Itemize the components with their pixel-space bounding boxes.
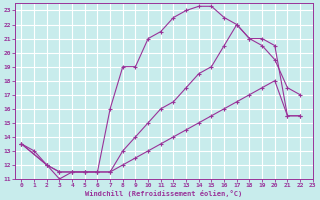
X-axis label: Windchill (Refroidissement éolien,°C): Windchill (Refroidissement éolien,°C) xyxy=(85,190,243,197)
